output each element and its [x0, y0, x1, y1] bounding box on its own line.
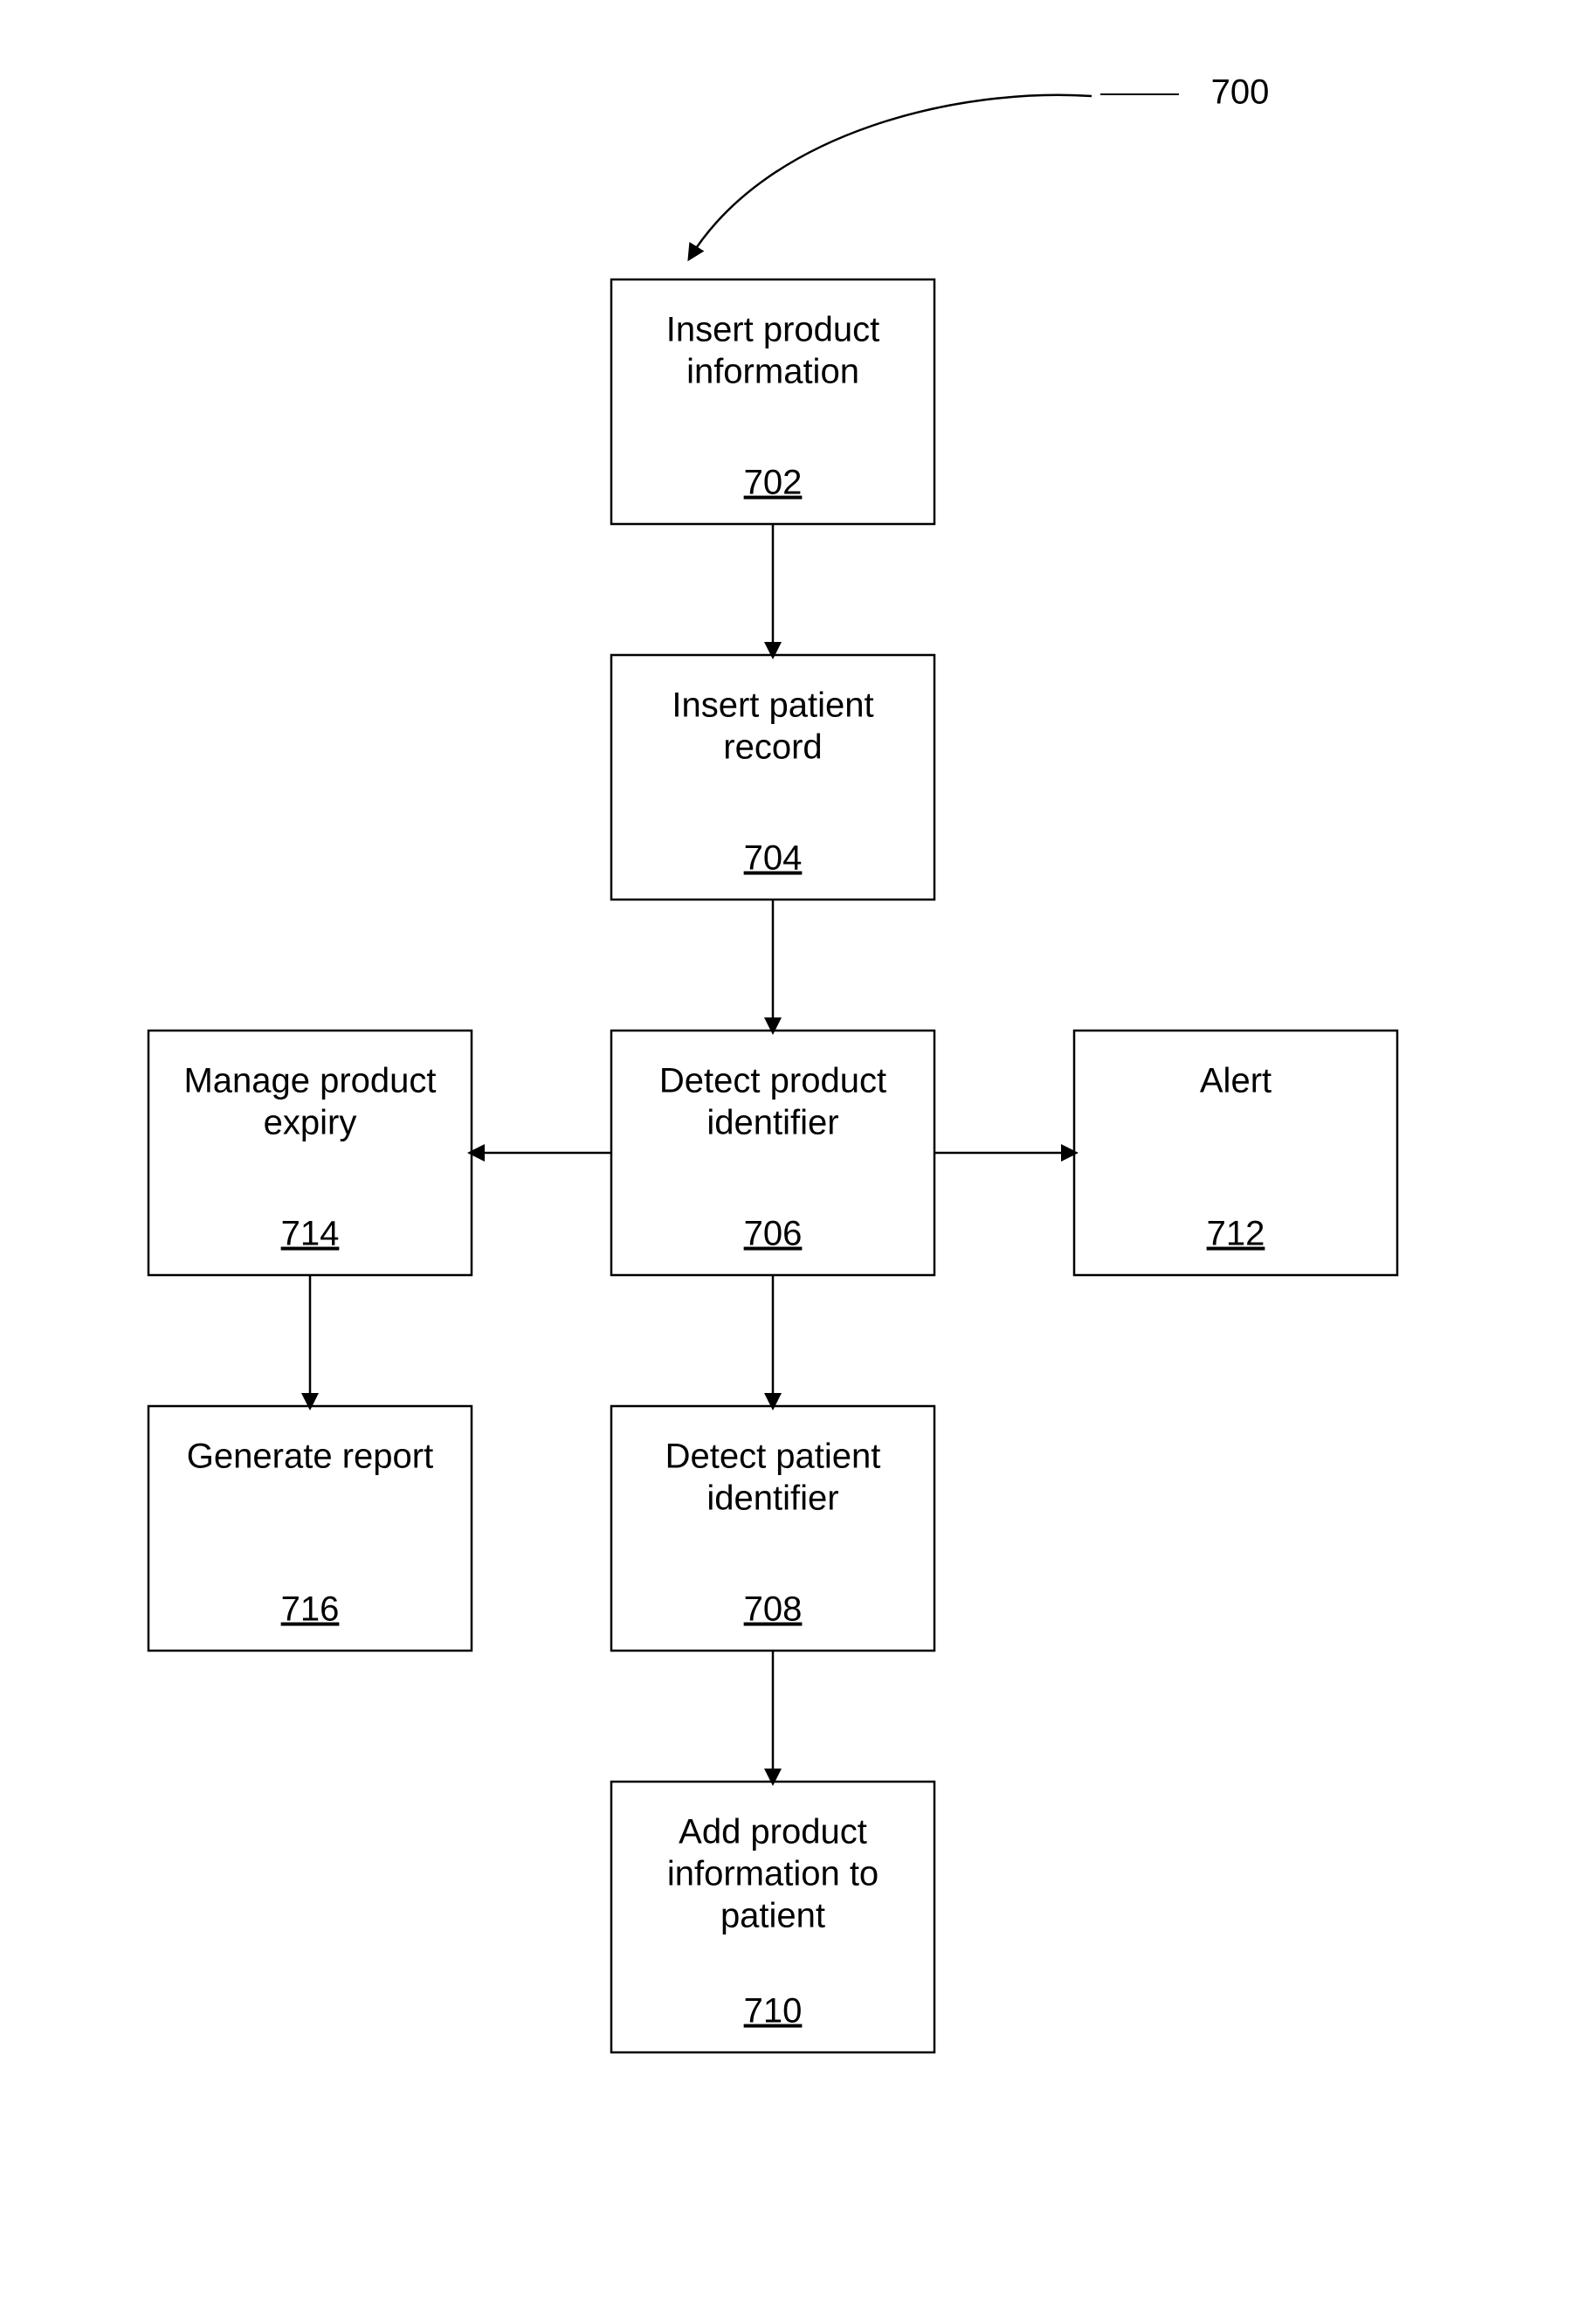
node-ref: 710	[744, 1992, 803, 2031]
flowchart-node-712: Alert 712	[1074, 1031, 1397, 1275]
flowchart-node-710: Add productinformation to patient 710	[611, 1782, 934, 2052]
node-label: information to	[667, 1855, 879, 1893]
node-ref: 706	[744, 1215, 803, 1253]
node-label: Detect patient	[665, 1438, 881, 1476]
node-label: Detect product	[659, 1062, 886, 1100]
node-label: Manage product	[183, 1062, 436, 1100]
node-label: Generate report	[187, 1438, 433, 1476]
flowchart-node-704: Insert patientrecord 704	[611, 655, 934, 900]
node-label: Insert product	[666, 311, 880, 349]
reference-arrow	[690, 95, 1092, 258]
node-ref: 704	[744, 839, 803, 878]
node-ref: 716	[281, 1590, 340, 1629]
figure-reference-label: 700	[1211, 73, 1270, 112]
node-ref: 714	[281, 1215, 340, 1253]
node-ref: 702	[744, 464, 803, 502]
node-ref: 708	[744, 1590, 803, 1629]
flowchart-node-716: Generate report 716	[148, 1406, 472, 1651]
flowchart-node-702: Insert product information 702	[611, 279, 934, 524]
node-label: identifier	[706, 1104, 838, 1142]
node-label: Insert patient	[672, 686, 873, 725]
node-label: patient	[720, 1897, 825, 1935]
node-label: Add product	[679, 1813, 867, 1852]
flowchart: Insert product information 702 Insert patie…	[0, 0, 1592, 2324]
node-label: Alert	[1200, 1062, 1272, 1100]
node-ref: 712	[1207, 1215, 1265, 1253]
node-label: identifier	[706, 1479, 838, 1518]
flowchart-node-714: Manage product expiry 714	[148, 1031, 472, 1275]
flowchart-node-708: Detect patientidentifier 708	[611, 1406, 934, 1651]
node-label: record	[723, 728, 822, 767]
node-label: information	[686, 353, 859, 391]
flowchart-node-706: Detect product identifier 706	[611, 1031, 934, 1275]
node-label: expiry	[264, 1104, 357, 1142]
